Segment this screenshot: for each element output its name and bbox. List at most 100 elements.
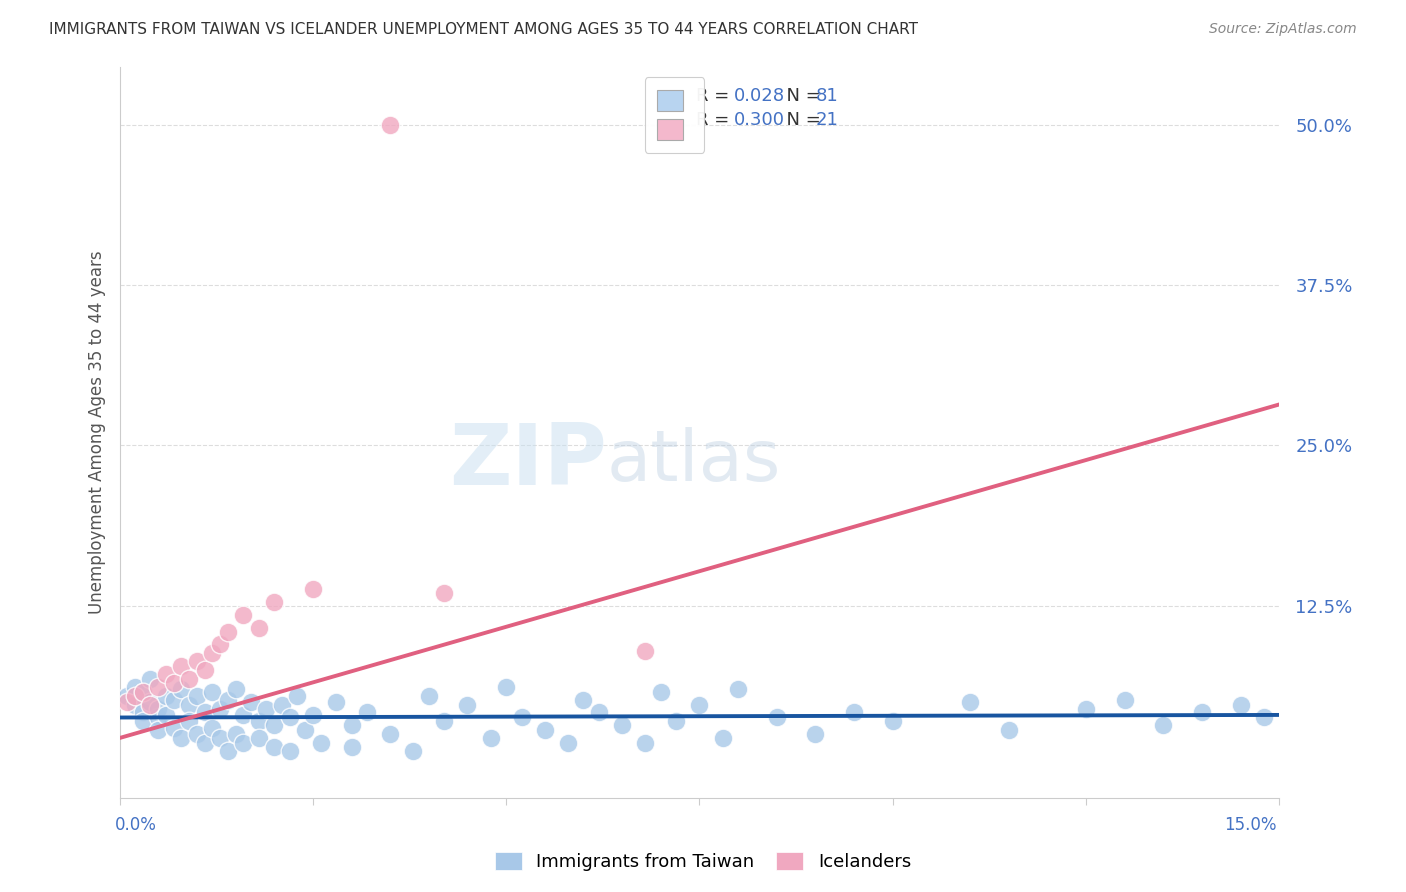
- Point: [340, 739, 363, 754]
- Point: [247, 731, 270, 745]
- Point: [495, 680, 517, 694]
- Point: [155, 707, 177, 722]
- Point: [302, 707, 325, 722]
- Text: 81: 81: [815, 87, 838, 105]
- Point: [194, 706, 217, 720]
- Point: [882, 714, 904, 729]
- Point: [804, 727, 827, 741]
- Point: [217, 624, 239, 639]
- Point: [225, 682, 247, 697]
- Point: [148, 701, 170, 715]
- Point: [139, 672, 162, 686]
- Point: [263, 739, 285, 754]
- Point: [170, 682, 193, 697]
- Text: ZIP: ZIP: [449, 420, 607, 503]
- Point: [163, 676, 186, 690]
- Point: [402, 744, 425, 758]
- Point: [155, 689, 177, 703]
- Point: [263, 718, 285, 732]
- Point: [433, 714, 456, 729]
- Point: [209, 637, 232, 651]
- Point: [132, 706, 155, 720]
- Point: [124, 689, 146, 703]
- Point: [325, 695, 347, 709]
- Point: [194, 663, 217, 677]
- Point: [766, 710, 789, 724]
- Point: [132, 685, 155, 699]
- Point: [132, 714, 155, 729]
- Point: [380, 727, 402, 741]
- Point: [201, 646, 224, 660]
- Text: R =: R =: [696, 87, 735, 105]
- Point: [380, 118, 402, 132]
- Point: [1153, 718, 1175, 732]
- Point: [650, 685, 672, 699]
- Point: [232, 736, 254, 750]
- Point: [163, 692, 186, 706]
- Point: [588, 706, 610, 720]
- Point: [186, 727, 208, 741]
- Point: [270, 698, 294, 712]
- Point: [534, 723, 557, 738]
- Point: [456, 698, 478, 712]
- Point: [124, 680, 146, 694]
- Point: [170, 659, 193, 673]
- Point: [148, 723, 170, 738]
- Legend: , : ,: [645, 78, 704, 153]
- Point: [179, 714, 201, 729]
- Y-axis label: Unemployment Among Ages 35 to 44 years: Unemployment Among Ages 35 to 44 years: [87, 251, 105, 615]
- Text: 15.0%: 15.0%: [1225, 816, 1277, 834]
- Point: [572, 692, 595, 706]
- Point: [287, 689, 309, 703]
- Point: [217, 744, 239, 758]
- Point: [1191, 706, 1213, 720]
- Text: IMMIGRANTS FROM TAIWAN VS ICELANDER UNEMPLOYMENT AMONG AGES 35 TO 44 YEARS CORRE: IMMIGRANTS FROM TAIWAN VS ICELANDER UNEM…: [49, 22, 918, 37]
- Point: [194, 736, 217, 750]
- Point: [294, 723, 316, 738]
- Point: [209, 701, 232, 715]
- Text: 0.0%: 0.0%: [115, 816, 157, 834]
- Point: [139, 698, 162, 712]
- Point: [148, 680, 170, 694]
- Text: 0.300: 0.300: [734, 111, 786, 128]
- Point: [634, 736, 657, 750]
- Text: 21: 21: [815, 111, 838, 128]
- Point: [557, 736, 579, 750]
- Point: [247, 621, 270, 635]
- Point: [232, 707, 254, 722]
- Point: [256, 701, 278, 715]
- Point: [844, 706, 866, 720]
- Point: [727, 682, 749, 697]
- Point: [959, 695, 981, 709]
- Point: [247, 714, 270, 729]
- Point: [124, 698, 146, 712]
- Point: [689, 698, 711, 712]
- Point: [998, 723, 1021, 738]
- Point: [278, 744, 301, 758]
- Point: [1229, 698, 1253, 712]
- Point: [309, 736, 332, 750]
- Point: [132, 685, 155, 699]
- Text: 0.028: 0.028: [734, 87, 786, 105]
- Point: [1114, 692, 1136, 706]
- Point: [186, 689, 208, 703]
- Text: Source: ZipAtlas.com: Source: ZipAtlas.com: [1209, 22, 1357, 37]
- Point: [201, 721, 224, 735]
- Point: [711, 731, 734, 745]
- Point: [665, 714, 688, 729]
- Point: [1076, 701, 1098, 715]
- Point: [418, 689, 440, 703]
- Point: [155, 666, 177, 681]
- Text: N =: N =: [775, 111, 827, 128]
- Point: [179, 672, 201, 686]
- Point: [148, 710, 170, 724]
- Text: atlas: atlas: [607, 427, 782, 496]
- Point: [510, 710, 533, 724]
- Point: [612, 718, 634, 732]
- Point: [179, 698, 201, 712]
- Point: [170, 731, 193, 745]
- Text: N =: N =: [775, 87, 827, 105]
- Point: [263, 595, 285, 609]
- Point: [201, 685, 224, 699]
- Point: [278, 710, 301, 724]
